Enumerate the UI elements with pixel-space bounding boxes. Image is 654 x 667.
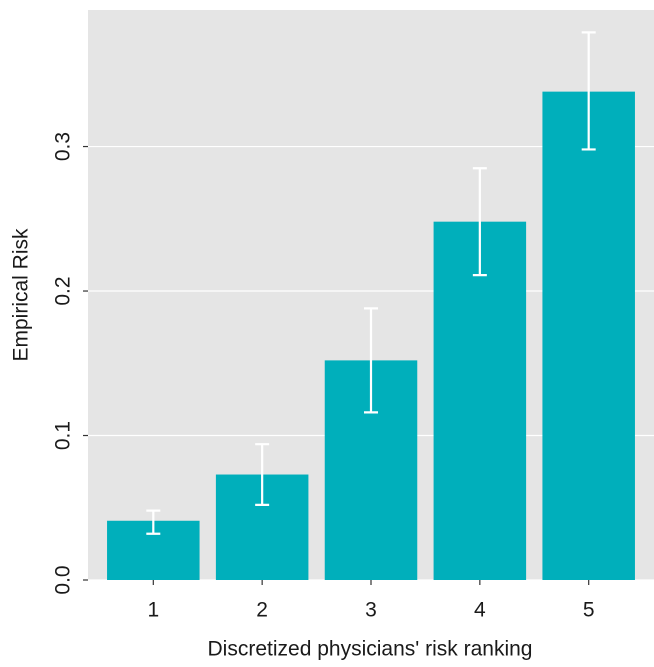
error-bar — [472, 167, 487, 277]
error-bar — [255, 443, 270, 506]
x-axis-title: Discretized physicians' risk ranking — [208, 638, 533, 661]
y-axis-title: Empirical Risk — [10, 228, 33, 362]
error-bar — [364, 307, 378, 414]
y-tick-label: 0.3 — [52, 132, 75, 161]
y-tick-label: 0.1 — [52, 421, 75, 450]
x-tick-label: 5 — [583, 599, 595, 622]
y-tick-label: 0.0 — [52, 565, 75, 594]
y-tick-label: 0.2 — [52, 276, 75, 305]
bar — [542, 91, 635, 580]
error-bar — [146, 509, 161, 535]
x-tick-label: 2 — [256, 599, 268, 622]
bar — [433, 221, 527, 580]
error-bar — [581, 31, 596, 151]
x-tick-label: 3 — [365, 599, 377, 622]
x-tick-label: 4 — [474, 599, 486, 622]
x-tick-label: 1 — [147, 599, 159, 622]
